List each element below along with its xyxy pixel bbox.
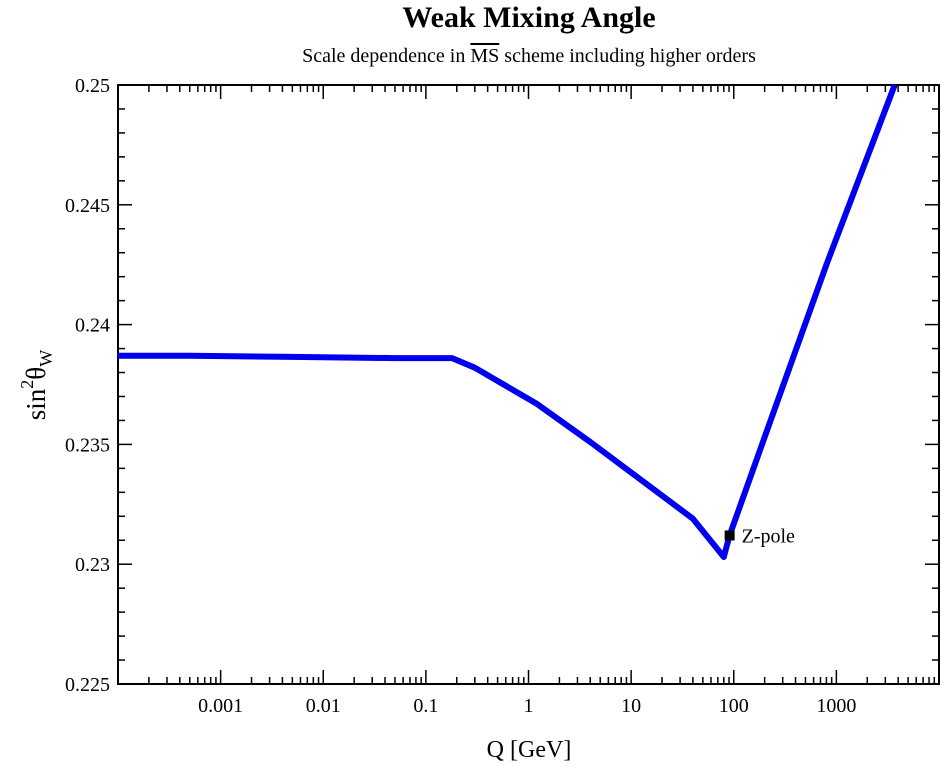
y-tick-label: 0.23	[75, 554, 110, 576]
x-tick-label: 0.001	[198, 695, 243, 717]
x-tick-label: 100	[719, 695, 749, 717]
subtitle-prefix: Scale dependence in	[302, 45, 470, 67]
z-pole-marker	[724, 530, 735, 541]
x-tick-label: 1000	[816, 695, 856, 717]
x-axis-label: Q [GeV]	[487, 737, 572, 763]
x-tick-label: 10	[621, 695, 641, 717]
z-pole-label: Z-pole	[742, 525, 795, 547]
series-line-sin2thetaW	[118, 83, 898, 560]
y-tick-label: 0.245	[65, 195, 110, 217]
y-tick-label: 0.225	[65, 674, 110, 696]
x-tick-label: 0.01	[306, 695, 341, 717]
y-axis-label: sin2θW	[17, 350, 56, 420]
y-tick-label: 0.25	[75, 75, 110, 97]
x-tick-label: 1	[524, 695, 534, 717]
axis-ticks	[117, 84, 939, 685]
annotations: Z-pole	[724, 525, 795, 547]
y-label-sub: W	[36, 350, 56, 367]
y-label-sin: sin	[21, 388, 51, 420]
chart-title: Weak Mixing Angle	[402, 1, 655, 34]
y-label-sup: 2	[17, 380, 37, 389]
chart-subtitle: Scale dependence in MS scheme including …	[302, 45, 756, 67]
y-tick-label: 0.24	[75, 315, 110, 337]
plot-frame	[117, 84, 940, 685]
y-tick-label: 0.235	[65, 434, 110, 456]
subtitle-msbar: MS	[470, 45, 499, 67]
subtitle-suffix: scheme including higher orders	[499, 45, 756, 67]
tick-labels: 0.001 0.01 0.1 1 10 100 1000 0.225 0.23 0.235 0.24…	[65, 75, 856, 717]
y-label-theta: θ	[21, 367, 51, 380]
x-tick-label: 0.1	[413, 695, 438, 717]
